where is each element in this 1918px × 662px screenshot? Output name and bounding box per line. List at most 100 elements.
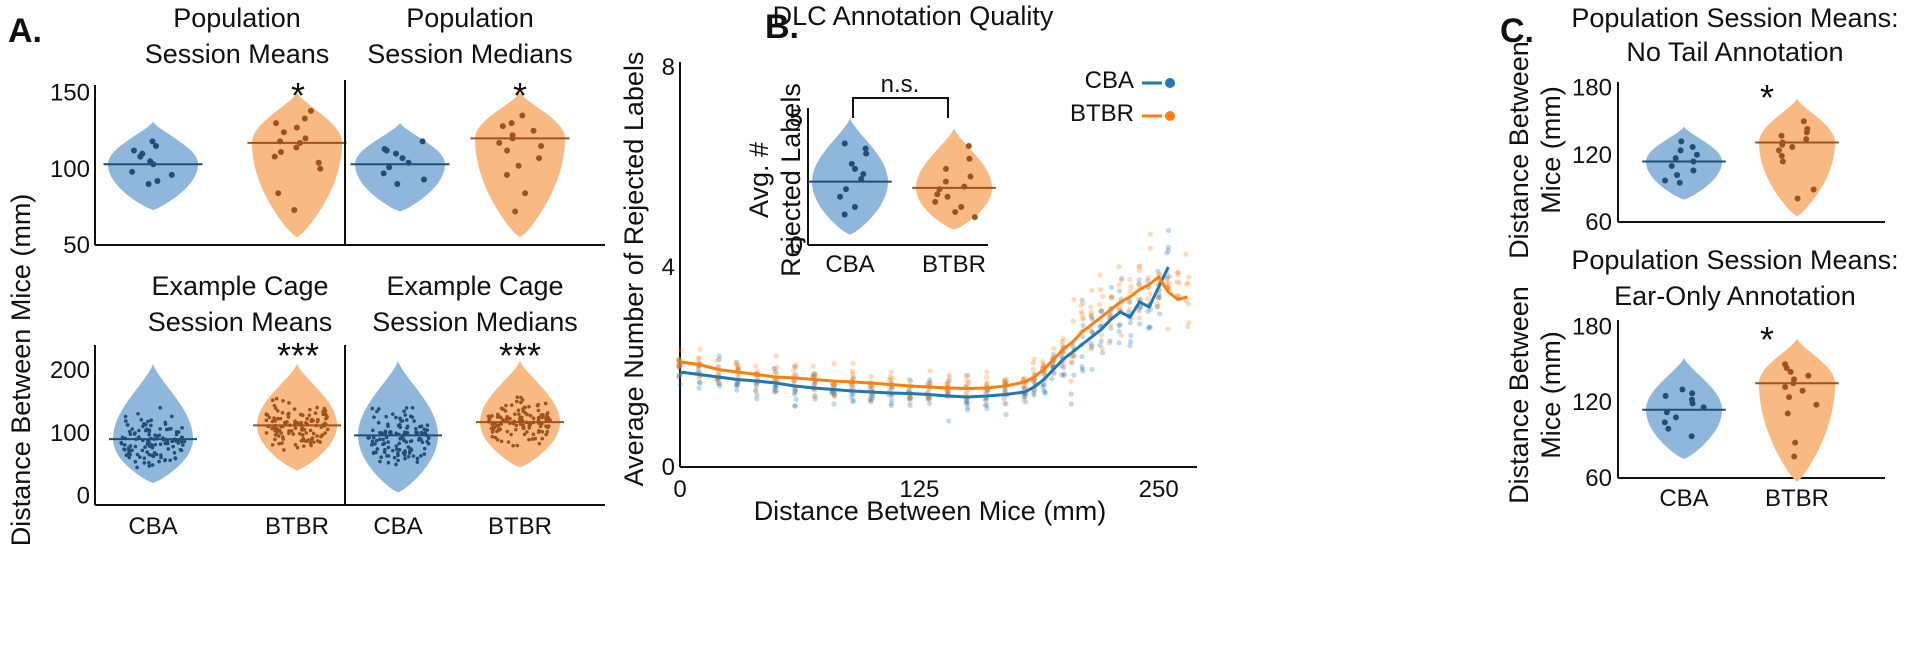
a4-point-btbr [531,420,536,425]
b_inset-point-btbr [965,143,972,150]
a3-point-cba [176,441,181,445]
a3-point-cba [168,458,172,463]
b-raw-point-cba [983,397,989,403]
a3-point-btbr [311,440,316,444]
a3-point-btbr [307,413,312,418]
a3-point-btbr [298,412,303,417]
b_inset-point-cba [863,150,870,157]
b-raw-point-cba [1040,382,1046,388]
a2-point-btbr [499,123,506,130]
b-raw-point-cba [1157,311,1163,317]
a4-point-btbr [545,429,550,434]
a3-point-btbr [321,412,325,417]
b-raw-point-btbr [925,397,931,403]
a4-point-btbr [518,400,523,405]
b-raw-point-cba [753,383,759,390]
a4-point-cba [417,436,422,441]
b-raw-point-cba [1136,281,1142,288]
a3-point-cba [123,436,128,441]
a4-point-btbr [508,421,512,426]
b-raw-point-btbr [1106,340,1113,346]
a3-point-cba [123,443,127,447]
a4-point-btbr [493,435,498,440]
a3-point-btbr [316,417,320,422]
a3-violin-btbr [257,363,337,471]
a3-title-line1: Example Cage [151,271,328,301]
a3-point-cba [119,441,124,446]
b_inset-ytick-label: 0 [790,232,803,259]
a3-point-btbr [272,416,276,420]
b-raw-point-btbr [1165,326,1171,332]
b-raw-point-btbr [1031,356,1037,362]
a3-point-cba [141,438,145,443]
a1-point-btbr [315,159,322,166]
b-raw-point-btbr [753,363,759,369]
a4-point-btbr [543,401,548,406]
b-raw-point-cba [793,386,799,392]
b-raw-point-cba [1089,316,1096,323]
a3-point-cba [133,444,138,449]
a3-point-cba [146,419,150,424]
b-raw-point-cba [889,385,895,391]
b_inset-point-cba [862,145,869,152]
b-raw-point-cba [1080,322,1086,329]
a4-point-cba [394,415,398,420]
b-raw-point-btbr [793,365,799,371]
b-raw-point-cba [927,379,933,385]
b-raw-point-cba [1042,389,1048,395]
b-raw-point-btbr [944,388,950,394]
a4-point-cba [400,434,405,439]
a2-point-btbr [536,155,543,162]
a1-point-cba [154,178,161,184]
b-raw-point-cba [1099,308,1105,314]
a2-point-btbr [509,135,516,142]
a4-point-btbr [499,439,504,444]
a4-point-cba [394,431,398,436]
b-raw-point-btbr [1155,301,1161,307]
c1-point-cba [1690,158,1697,165]
a4-point-btbr [518,416,522,420]
b-raw-point-cba [1002,400,1008,407]
a3-point-cba [124,453,129,458]
c2-point-cba [1663,409,1670,416]
a3-point-cba [135,452,140,457]
b-raw-point-btbr [1099,345,1105,351]
c2-point-cba [1661,419,1668,426]
b-raw-point-cba [867,396,873,402]
a3-point-cba [162,437,167,442]
a3-point-cba [145,427,149,431]
b-raw-point-cba [1021,385,1028,391]
a4-point-btbr [540,429,545,434]
c1-y-ticks: 60 120 180 [1572,75,1612,236]
a3-point-btbr [318,440,322,444]
b_inset-point-btbr [952,209,959,216]
b-raw-point-btbr [963,373,969,379]
a3-title-line2: Session Means [148,307,333,337]
a4-point-cba [425,439,429,444]
a2-point-cba [399,155,406,162]
b-raw-point-cba [1089,343,1095,349]
a3-point-btbr [270,426,275,431]
a3-point-btbr [319,425,324,430]
b-raw-point-cba [1165,244,1171,250]
b-ylabel: Average Number of Rejected Labels [619,52,649,487]
a3-point-btbr [275,409,280,413]
a4-point-cba [370,406,375,411]
a4-point-cba [390,412,395,416]
inset-y-ticks: 05 [790,105,803,259]
a3-point-cba [139,418,144,422]
a1-point-btbr [307,107,314,114]
c1-point-cba [1662,177,1669,184]
b-raw-point-cba [850,397,856,404]
a4-point-cba [408,439,413,444]
b-raw-point-cba [1061,365,1067,371]
b-raw-point-cba [982,402,988,408]
a3-point-btbr [320,433,325,437]
b-raw-point-cba [1089,329,1095,335]
a1-point-cba [153,142,160,149]
a3-point-cba [180,426,184,430]
b-raw-point-cba [964,373,971,379]
a3-point-cba [136,411,140,416]
